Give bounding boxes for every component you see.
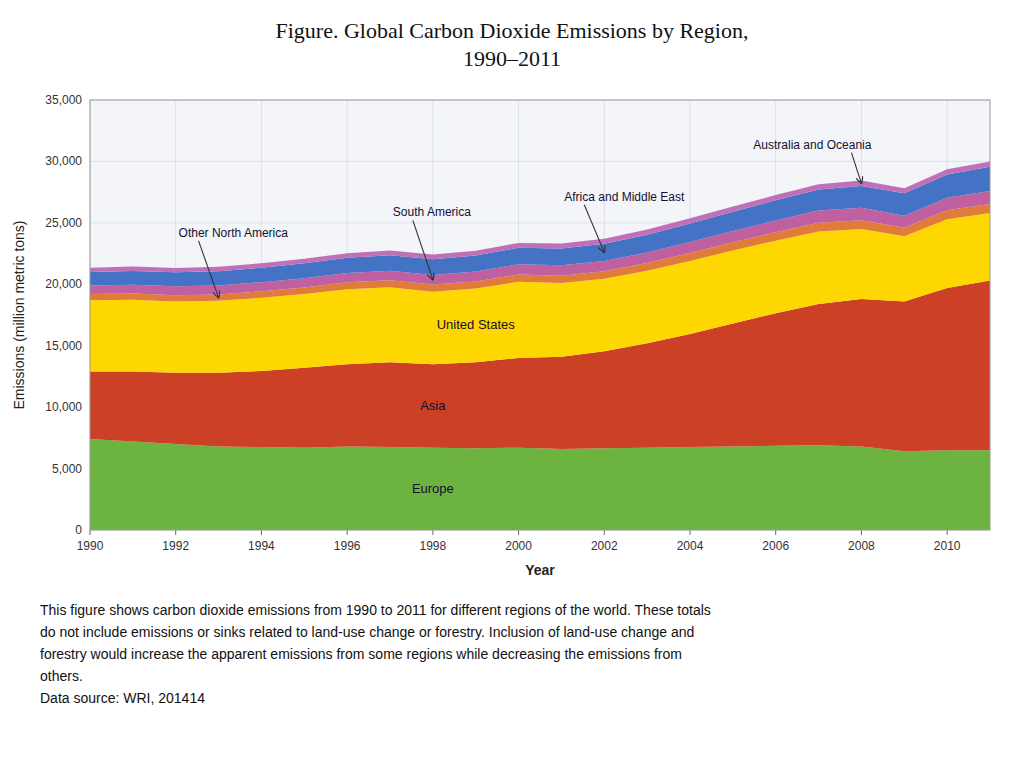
x-tick <box>861 530 862 535</box>
area <box>90 439 990 530</box>
chart: Figure. Global Carbon Dioxide Emissions … <box>0 0 1024 767</box>
x-tick-label: 2008 <box>848 539 875 553</box>
series-label: Australia and Oceania <box>753 138 871 152</box>
x-axis-label: Year <box>525 562 555 578</box>
annotation-arrow <box>851 153 861 184</box>
y-tick-label: 20,000 <box>45 277 82 291</box>
series-label: South America <box>393 205 471 219</box>
y-tick-label: 30,000 <box>45 154 82 168</box>
caption-line: This figure shows carbon dioxide emissio… <box>40 602 711 618</box>
x-tick-label: 2004 <box>677 539 704 553</box>
x-tick-label: 1996 <box>334 539 361 553</box>
x-tick <box>947 530 948 535</box>
x-tick-label: 1994 <box>248 539 275 553</box>
annotation-arrow <box>413 220 433 279</box>
x-tick-label: 2002 <box>591 539 618 553</box>
x-tick-label: 2006 <box>762 539 789 553</box>
x-tick <box>432 530 433 535</box>
x-tick <box>604 530 605 535</box>
x-tick <box>90 530 91 535</box>
series-label: Asia <box>420 398 446 413</box>
y-tick-label: 25,000 <box>45 216 82 230</box>
annotation-arrow <box>584 205 604 253</box>
x-tick-label: 1992 <box>162 539 189 553</box>
series-label: United States <box>437 317 516 332</box>
title-line: 1990–2011 <box>463 46 561 71</box>
title-line: Figure. Global Carbon Dioxide Emissions … <box>276 18 749 43</box>
x-tick <box>261 530 262 535</box>
y-tick-label: 35,000 <box>45 93 82 107</box>
y-tick-label: 15,000 <box>45 339 82 353</box>
x-tick <box>175 530 176 535</box>
areas <box>90 161 990 530</box>
y-tick-label: 10,000 <box>45 400 82 414</box>
x-tick <box>690 530 691 535</box>
caption-line: forestry would increase the apparent emi… <box>40 646 682 662</box>
series-label: Europe <box>412 481 454 496</box>
x-tick-label: 2010 <box>934 539 961 553</box>
y-tick-label: 0 <box>75 523 82 537</box>
series-label: Africa and Middle East <box>564 190 685 204</box>
plot-frame <box>90 100 990 530</box>
caption-line: Data source: WRI, 201414 <box>40 690 205 706</box>
x-tick <box>518 530 519 535</box>
title: Figure. Global Carbon Dioxide Emissions … <box>276 18 749 71</box>
x-tick-label: 2000 <box>505 539 532 553</box>
x-tick <box>347 530 348 535</box>
caption-line: do not include emissions or sinks relate… <box>40 624 694 640</box>
area <box>90 161 990 272</box>
series-label: Other North America <box>179 226 289 240</box>
x-tick-label: 1998 <box>420 539 447 553</box>
annotation-arrow <box>199 241 219 298</box>
x-tick-label: 1990 <box>77 539 104 553</box>
x-tick <box>775 530 776 535</box>
y-tick-label: 5,000 <box>52 462 82 476</box>
plot-background <box>90 100 990 530</box>
y-axis-label: Emissions (million metric tons) <box>11 220 27 409</box>
caption-line: others. <box>40 668 83 684</box>
y-grid-line <box>90 161 990 162</box>
